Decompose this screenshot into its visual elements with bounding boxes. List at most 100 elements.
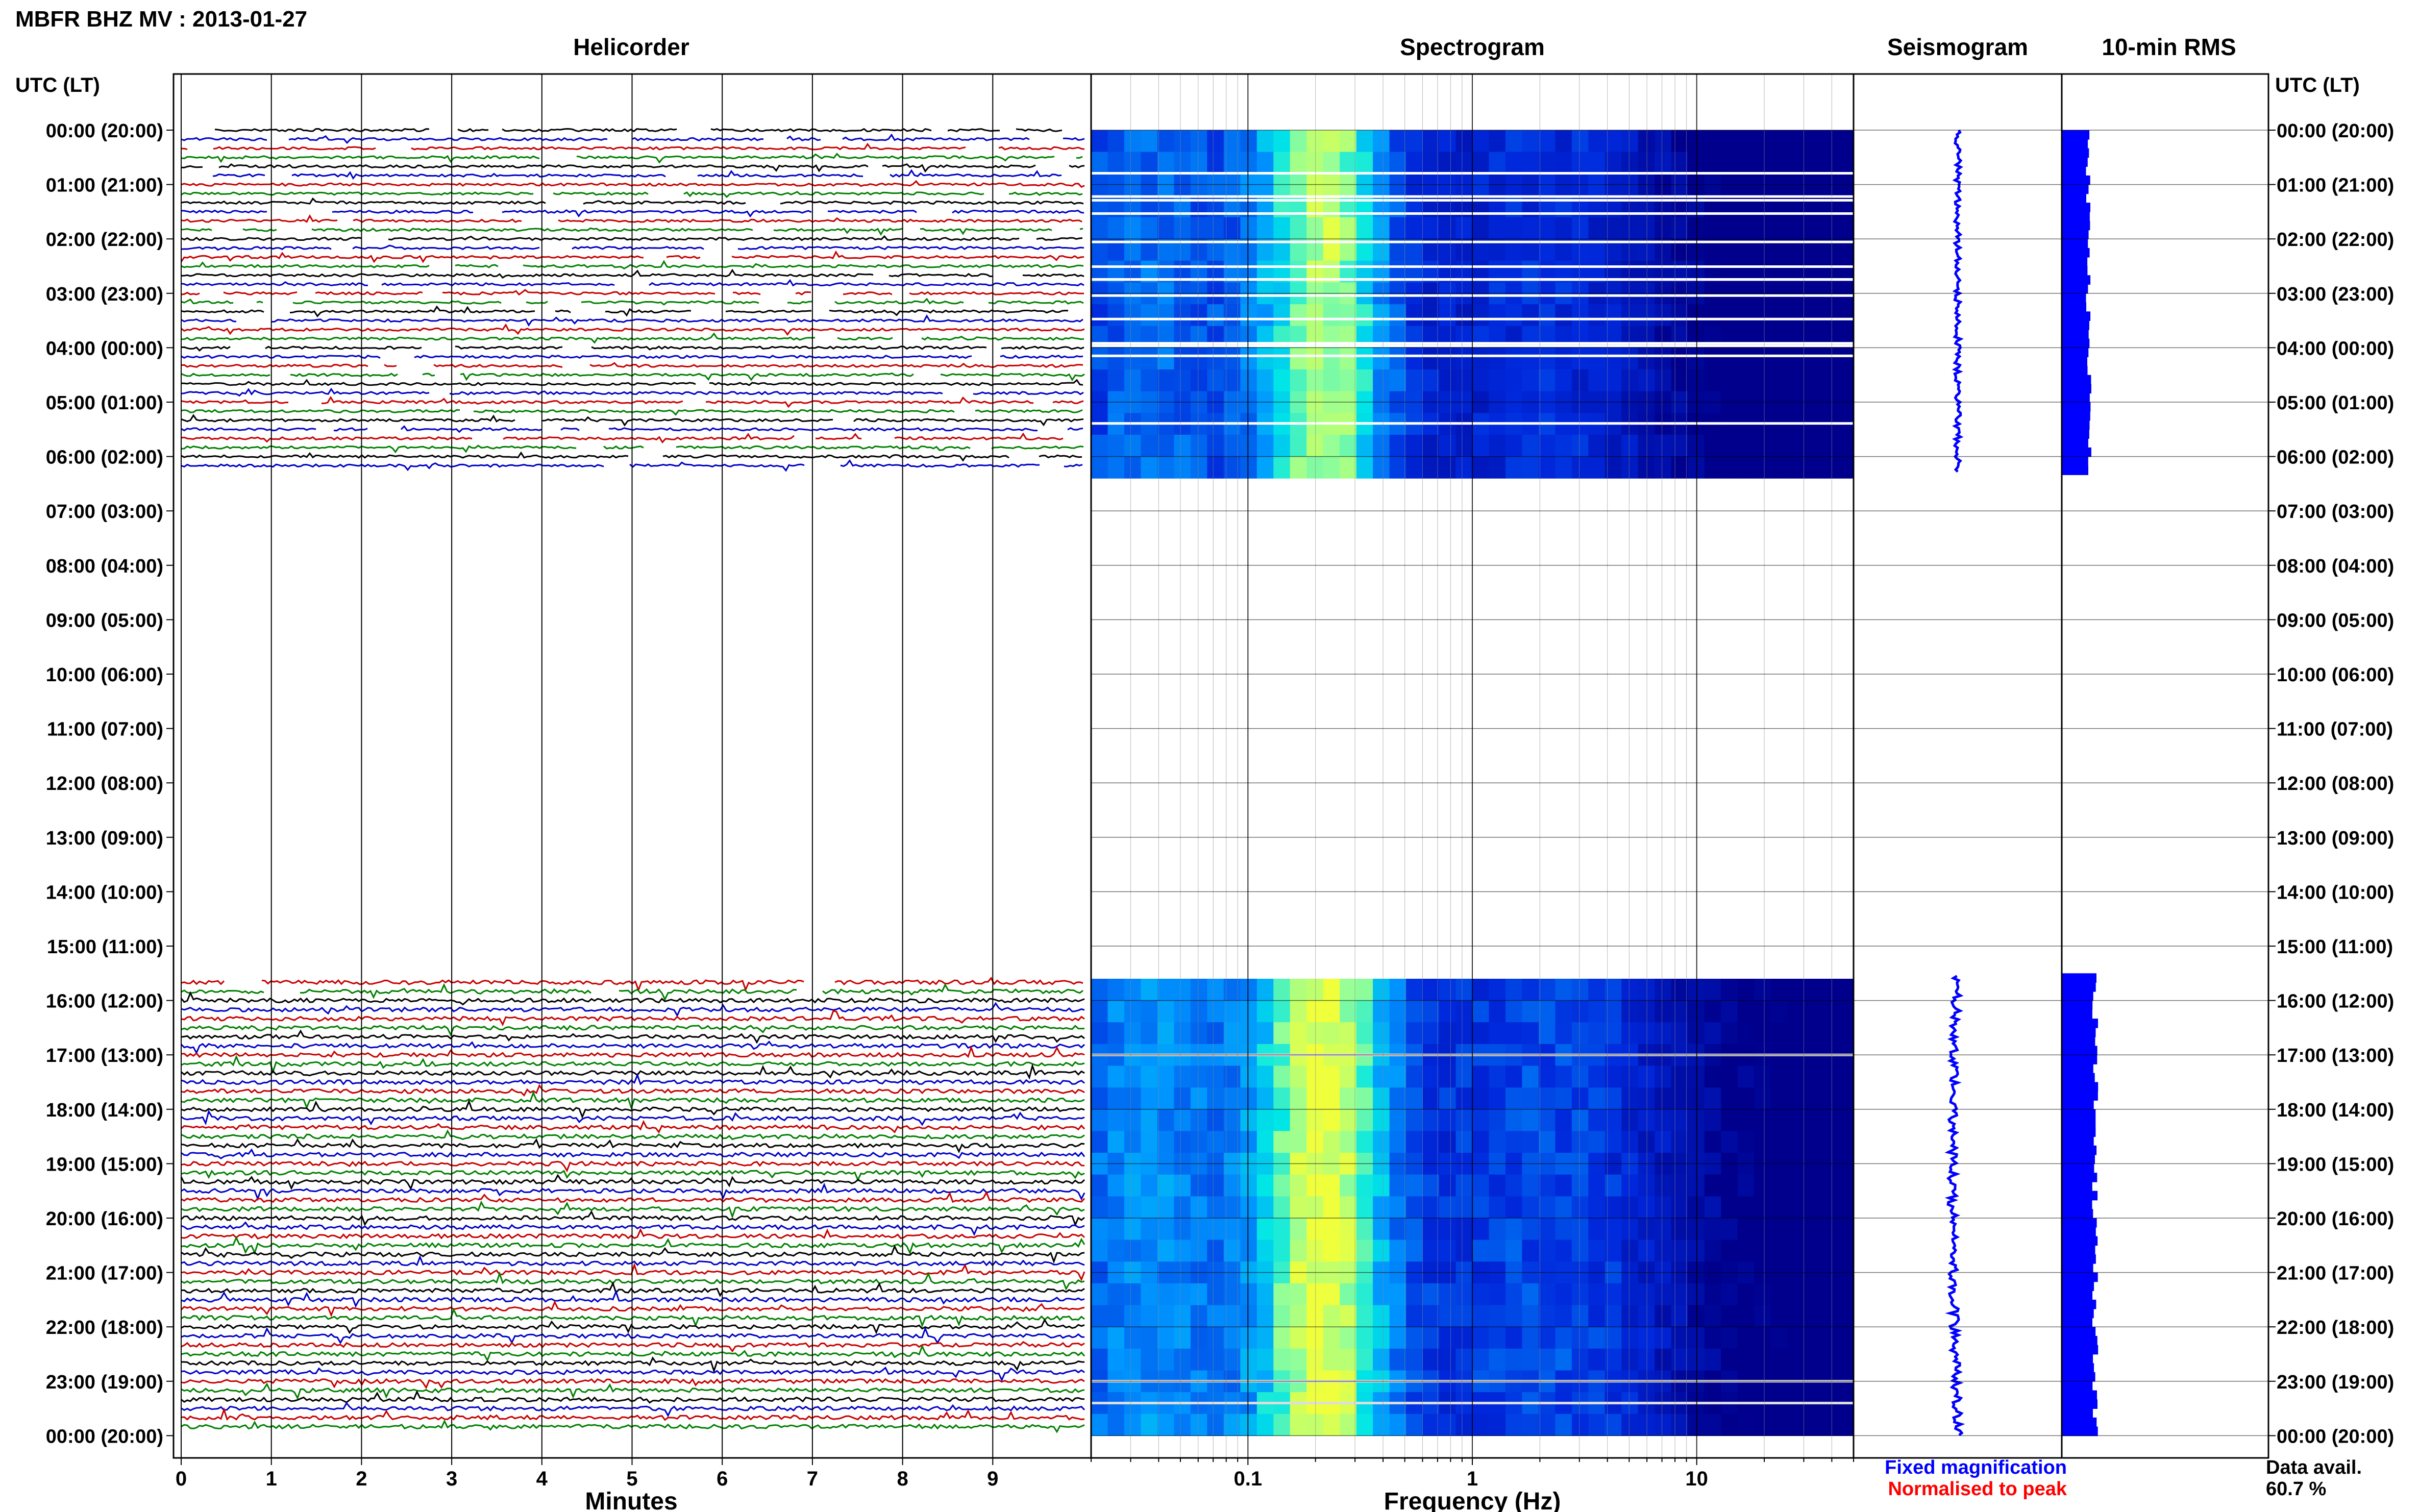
hour-label-left: 02:00 (22:00)	[46, 229, 163, 251]
spectrogram-cell	[1538, 1000, 1556, 1023]
spectrogram-cell	[1571, 1305, 1589, 1327]
spectrogram-cell	[1306, 1283, 1324, 1306]
spectrogram-cell	[1605, 1000, 1622, 1023]
spectrogram-cell	[1721, 1065, 1738, 1088]
spectrogram-cell	[1273, 348, 1291, 370]
hour-label-left: 16:00 (12:00)	[46, 991, 163, 1012]
rms-bar	[2062, 1417, 2097, 1427]
spectrogram-cell	[1571, 1131, 1589, 1153]
spectrogram-cell	[1455, 1327, 1473, 1349]
spectrogram-cell	[1157, 369, 1174, 392]
spectrogram-cell	[1638, 1109, 1655, 1131]
spectrogram-cell	[1522, 1022, 1539, 1045]
rms-bar	[2062, 420, 2090, 430]
spectrogram-cell	[1737, 217, 1755, 239]
helicorder-trace	[181, 1262, 1085, 1282]
spectrogram-cell	[1174, 435, 1191, 457]
spectrogram-cell	[1174, 130, 1191, 153]
rms-bar	[2062, 175, 2090, 185]
spectrogram-cell	[1124, 348, 1142, 370]
seismogram-trace	[1944, 975, 1965, 1436]
spectrogram-cell	[1141, 1196, 1158, 1219]
spectrogram-cell	[1240, 1087, 1257, 1110]
spectrogram-cell	[1340, 217, 1357, 239]
spectrogram-cell	[1256, 1218, 1274, 1241]
spectrogram-cell	[1190, 1240, 1207, 1262]
spectrogram-cell	[1754, 217, 1771, 239]
spectrogram-cell	[1655, 1065, 1672, 1088]
rms-bar	[2062, 456, 2088, 466]
spectrogram-cell	[1671, 1196, 1688, 1219]
spectrogram-cell	[1240, 1283, 1257, 1306]
spectrogram-cell	[1422, 1196, 1440, 1219]
helicorder-trace	[181, 1025, 1085, 1037]
spectrogram-cell	[1837, 304, 1854, 327]
spectrogram-cell	[1439, 1283, 1457, 1306]
spectrogram-cell	[1323, 1000, 1340, 1023]
spectrogram-cell	[1522, 1348, 1539, 1371]
spectrogram-cell	[1107, 1131, 1125, 1153]
spectrogram-cell	[1721, 979, 1738, 1001]
spectrogram-cell	[1555, 1240, 1572, 1262]
spectrogram-cell	[1124, 1196, 1142, 1219]
spectrogram-cell	[1588, 1305, 1606, 1327]
spectrogram-cell	[1555, 1305, 1572, 1327]
spectrogram-cell	[1422, 130, 1440, 153]
spectrogram-cell	[1124, 1327, 1142, 1349]
time-axis: 00:00 (20:00) 00:00 (20:00) 01:00 (21:00) 0…	[46, 120, 2395, 1447]
spectrogram-cell	[1721, 435, 1738, 457]
helicorder-trace	[181, 1367, 1085, 1382]
spectrogram-cell	[1588, 1283, 1606, 1306]
spectrogram-cell	[1290, 1327, 1307, 1349]
helicorder-title: Helicorder	[573, 34, 689, 60]
spectrogram-cell	[1373, 369, 1390, 392]
rms-bar	[2062, 1200, 2092, 1210]
spectrogram-cell	[1190, 1327, 1207, 1349]
helicorder-trace	[181, 197, 1084, 205]
spectrogram-cell	[1820, 1218, 1838, 1241]
helicorder-trace	[181, 180, 1085, 188]
spectrogram-cell	[1141, 1414, 1158, 1436]
spectrogram-cell	[1406, 1022, 1423, 1045]
spectrogram-cell	[1522, 1414, 1539, 1436]
spectrogram-cell	[1472, 1218, 1490, 1241]
spectrogram-cell	[1704, 152, 1721, 174]
spectrogram-cell	[1555, 456, 1572, 479]
spectrogram-cell	[1389, 369, 1406, 392]
spectrogram-cell	[1439, 217, 1457, 239]
rms-bar	[2062, 1019, 2098, 1028]
rms-bar	[2062, 1408, 2093, 1418]
spectrogram-cell	[1290, 435, 1307, 457]
spectrogram-cell	[1290, 1348, 1307, 1371]
spectrogram-cell	[1505, 1000, 1523, 1023]
spectrogram-cell	[1605, 435, 1622, 457]
spectrogram-cell	[1770, 1414, 1788, 1436]
spectrogram-cell	[1323, 304, 1340, 327]
spectrogram-cell	[1555, 304, 1572, 327]
spectrogram-cell	[1439, 1000, 1457, 1023]
spectrogram-cell	[1837, 1196, 1854, 1219]
spectrogram-cell	[1306, 369, 1324, 392]
helicorder-trace	[181, 1281, 1085, 1297]
spectrogram-cell	[1356, 1218, 1373, 1241]
spectrogram-cell	[1290, 348, 1307, 370]
spectrogram-cell	[1240, 1240, 1257, 1262]
spectrogram-cell	[1538, 1305, 1556, 1327]
spectrogram-cell	[1621, 1283, 1639, 1306]
spectrogram-cell	[1787, 1305, 1805, 1327]
spectrogram-cell	[1605, 1305, 1622, 1327]
hour-label-left: 00:00 (20:00)	[46, 1426, 163, 1447]
rms-bar	[2062, 1082, 2099, 1092]
spectrogram-cell	[1207, 1218, 1224, 1241]
helicorder-trace	[180, 1300, 1085, 1318]
rms-bar	[2062, 284, 2088, 294]
spectrogram-cell	[1737, 152, 1755, 174]
spectrogram-cell	[1306, 1087, 1324, 1110]
rms-bar	[2062, 193, 2086, 203]
spectrogram-cell	[1571, 1196, 1589, 1219]
spectrogram-cell	[1737, 1218, 1755, 1241]
helicorder-trace	[181, 323, 1085, 336]
rms-bar	[2062, 1036, 2095, 1047]
spectrogram-cell	[1373, 217, 1390, 239]
helicorder-trace	[181, 153, 1083, 164]
